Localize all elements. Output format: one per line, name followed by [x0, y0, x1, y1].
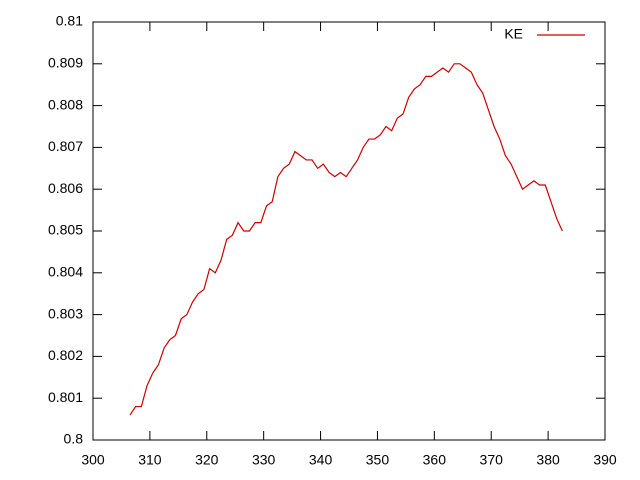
y-tick-label: 0.808 [48, 96, 83, 112]
y-tick-label: 0.809 [48, 55, 83, 71]
x-tick-label: 320 [195, 452, 219, 468]
x-tick-label: 370 [480, 452, 504, 468]
y-tick-label: 0.804 [48, 264, 83, 280]
y-tick-label: 0.81 [56, 13, 83, 29]
x-tick-label: 310 [138, 452, 162, 468]
x-tick-label: 390 [593, 452, 617, 468]
plot-border [92, 21, 606, 441]
y-tick-label: 0.807 [48, 138, 83, 154]
x-tick-label: 300 [81, 452, 105, 468]
y-tick-label: 0.802 [48, 347, 83, 363]
legend-label: KE [504, 26, 523, 42]
y-tick-label: 0.806 [48, 180, 83, 196]
x-tick-label: 380 [536, 452, 560, 468]
y-tick-label: 0.8 [64, 431, 84, 447]
y-tick-label: 0.801 [48, 389, 83, 405]
x-tick-label: 330 [252, 452, 276, 468]
y-tick-label: 0.803 [48, 305, 83, 321]
data-line [129, 63, 563, 416]
y-tick-label: 0.805 [48, 222, 83, 238]
x-tick-label: 340 [309, 452, 333, 468]
x-tick-label: 350 [366, 452, 390, 468]
x-tick-label: 360 [423, 452, 447, 468]
